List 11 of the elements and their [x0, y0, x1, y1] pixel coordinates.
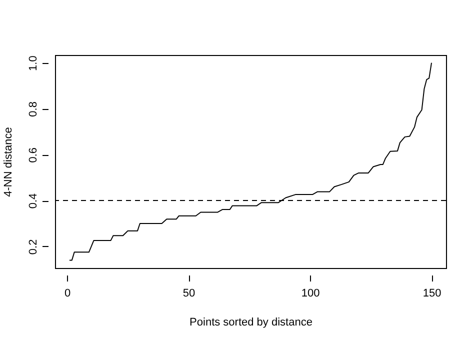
x-tick-label: 100 — [301, 288, 320, 300]
x-tick-label: 0 — [64, 288, 71, 300]
y-tick-label: 1.0 — [28, 56, 40, 71]
x-tick-label: 150 — [422, 288, 442, 300]
y-tick-label: 0.2 — [28, 239, 40, 255]
y-tick-label: 0.4 — [28, 193, 40, 209]
y-tick-label: 0.6 — [28, 147, 40, 163]
y-tick-label: 0.8 — [28, 102, 40, 117]
x-tick-label: 50 — [182, 288, 196, 300]
x-axis-title: Points sorted by distance — [190, 316, 312, 328]
y-axis-title: 4-NN distance — [2, 127, 14, 197]
